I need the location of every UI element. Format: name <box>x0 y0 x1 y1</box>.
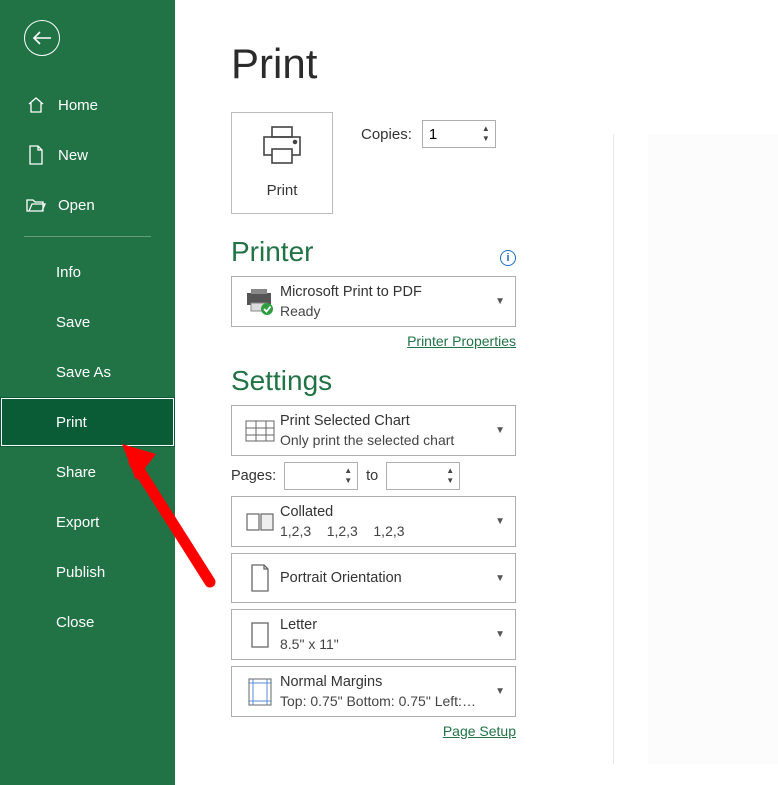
spinner-up[interactable]: ▲ <box>441 466 459 476</box>
pages-label: Pages: <box>231 468 276 484</box>
sidebar-item-label: Open <box>58 197 95 214</box>
dropdown-caret: ▼ <box>493 425 507 436</box>
sidebar-nav: Home New Open Info Save Save As Print Sh… <box>0 80 175 647</box>
sidebar-item-new[interactable]: New <box>0 130 175 180</box>
dropdown-caret: ▼ <box>493 629 507 640</box>
paper-dropdown[interactable]: Letter 8.5" x 11" ▼ <box>231 609 516 660</box>
spinner-up[interactable]: ▲ <box>477 124 495 134</box>
printer-properties-row: Printer Properties <box>231 333 516 351</box>
copies-row: Copies: ▲ ▼ <box>361 120 496 148</box>
printer-status-icon <box>240 287 280 317</box>
paper-sub: 8.5" x 11" <box>280 635 493 653</box>
sidebar-item-label: Home <box>58 97 98 114</box>
page-setup-row: Page Setup <box>231 723 516 741</box>
printer-icon <box>258 125 306 172</box>
sidebar-item-label: Save <box>56 314 90 331</box>
spinner-down[interactable]: ▼ <box>441 476 459 486</box>
paper-icon <box>240 621 280 649</box>
margins-body: Normal Margins Top: 0.75" Bottom: 0.75" … <box>280 673 493 710</box>
sidebar-item-info[interactable]: Info <box>0 247 175 297</box>
print-preview-pane <box>613 134 778 764</box>
dropdown-caret: ▼ <box>493 296 507 307</box>
pages-to-spinner[interactable]: ▲▼ <box>386 462 460 490</box>
sidebar-item-label: Print <box>56 414 87 431</box>
sidebar-item-home[interactable]: Home <box>0 80 175 130</box>
pages-from-input[interactable] <box>285 463 339 489</box>
margins-title: Normal Margins <box>280 673 493 692</box>
printer-body: Microsoft Print to PDF Ready <box>280 283 493 320</box>
dropdown-caret: ▼ <box>493 573 507 584</box>
sidebar-item-open[interactable]: Open <box>0 180 175 230</box>
main-panel: Print Print Copies: ▲ ▼ <box>175 0 778 785</box>
sidebar-item-label: Close <box>56 614 94 631</box>
collate-title: Collated <box>280 503 493 522</box>
print-what-body: Print Selected Chart Only print the sele… <box>280 412 493 449</box>
dropdown-caret: ▼ <box>493 516 507 527</box>
pages-to-input[interactable] <box>387 463 441 489</box>
paper-body: Letter 8.5" x 11" <box>280 616 493 653</box>
sidebar-item-saveas[interactable]: Save As <box>0 347 175 397</box>
page-title: Print <box>231 40 778 88</box>
dropdown-caret: ▼ <box>493 686 507 697</box>
sidebar-item-save[interactable]: Save <box>0 297 175 347</box>
printer-properties-link[interactable]: Printer Properties <box>407 333 516 349</box>
orientation-dropdown[interactable]: Portrait Orientation ▼ <box>231 553 516 603</box>
sidebar-item-label: Info <box>56 264 81 281</box>
collate-icon <box>240 511 280 533</box>
spinner-down[interactable]: ▼ <box>339 476 357 486</box>
sidebar-item-publish[interactable]: Publish <box>0 547 175 597</box>
sidebar-item-label: Publish <box>56 564 105 581</box>
page-setup-link[interactable]: Page Setup <box>443 723 516 739</box>
paper-title: Letter <box>280 616 493 635</box>
home-icon <box>26 95 46 115</box>
pages-row: Pages: ▲▼ to ▲▼ <box>231 462 516 490</box>
pages-from-spinner[interactable]: ▲▼ <box>284 462 358 490</box>
copies-input[interactable] <box>423 121 477 147</box>
new-icon <box>26 145 46 165</box>
collate-sub: 1,2,3 1,2,3 1,2,3 <box>280 522 493 540</box>
sidebar-item-label: New <box>58 147 88 164</box>
sidebar-item-close[interactable]: Close <box>0 597 175 647</box>
print-tile-label: Print <box>267 182 298 199</box>
copies-spinner[interactable]: ▲ ▼ <box>422 120 496 148</box>
printer-status: Ready <box>280 302 493 320</box>
open-icon <box>26 195 46 215</box>
print-what-title: Print Selected Chart <box>280 412 493 431</box>
sidebar-separator <box>24 236 151 237</box>
print-preview-page <box>648 134 778 764</box>
sidebar-item-label: Share <box>56 464 96 481</box>
sidebar-item-label: Save As <box>56 364 111 381</box>
sheet-icon <box>240 419 280 443</box>
margins-sub: Top: 0.75" Bottom: 0.75" Left:… <box>280 692 493 710</box>
margins-icon <box>240 677 280 707</box>
collate-dropdown[interactable]: Collated 1,2,3 1,2,3 1,2,3 ▼ <box>231 496 516 547</box>
sidebar-item-print[interactable]: Print <box>0 397 175 447</box>
copies-label: Copies: <box>361 126 412 143</box>
print-button[interactable]: Print <box>231 112 333 214</box>
spinner-arrows: ▲ ▼ <box>477 124 495 144</box>
collate-body: Collated 1,2,3 1,2,3 1,2,3 <box>280 503 493 540</box>
printer-name: Microsoft Print to PDF <box>280 283 493 302</box>
printer-header: Printer <box>231 236 313 268</box>
sidebar-item-export[interactable]: Export <box>0 497 175 547</box>
sidebar-item-label: Export <box>56 514 99 531</box>
orientation-icon <box>240 563 280 593</box>
printer-header-row: Printer i <box>231 236 516 276</box>
backstage-sidebar: Home New Open Info Save Save As Print Sh… <box>0 0 175 785</box>
info-icon[interactable]: i <box>500 250 516 266</box>
spinner-up[interactable]: ▲ <box>339 466 357 476</box>
orientation-body: Portrait Orientation <box>280 569 493 588</box>
sidebar-sublist: Info Save Save As Print Share Export Pub… <box>0 247 175 647</box>
orientation-title: Portrait Orientation <box>280 569 402 588</box>
sidebar-item-share[interactable]: Share <box>0 447 175 497</box>
printer-dropdown[interactable]: Microsoft Print to PDF Ready ▼ <box>231 276 516 327</box>
margins-dropdown[interactable]: Normal Margins Top: 0.75" Bottom: 0.75" … <box>231 666 516 717</box>
back-button[interactable] <box>24 20 60 56</box>
pages-to-label: to <box>366 468 378 484</box>
print-what-dropdown[interactable]: Print Selected Chart Only print the sele… <box>231 405 516 456</box>
spinner-down[interactable]: ▼ <box>477 134 495 144</box>
print-what-sub: Only print the selected chart <box>280 431 493 449</box>
